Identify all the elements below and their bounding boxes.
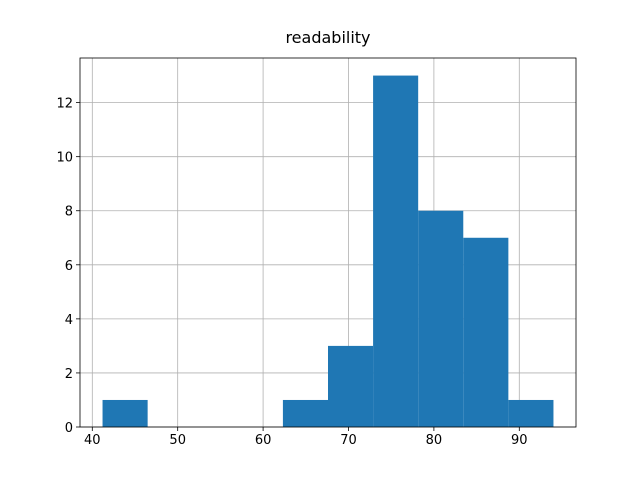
y-tick-label: 10	[56, 151, 73, 166]
y-tick-label: 0	[65, 421, 73, 436]
bars	[102, 75, 554, 428]
plot-frame	[79, 57, 577, 428]
y-tick-label: 12	[56, 97, 73, 112]
y-tick-label: 2	[65, 367, 73, 382]
bar	[463, 237, 509, 427]
bar	[102, 399, 148, 427]
bar	[282, 399, 328, 427]
bar	[373, 75, 419, 428]
bar	[508, 399, 554, 427]
x-tick-label: 40	[84, 433, 101, 448]
axes: 40 50 60 70 80 90 0 2 4 6 8 10 12	[56, 57, 577, 448]
bar	[328, 345, 374, 427]
x-tick-label: 80	[426, 433, 443, 448]
y-tick-label: 4	[65, 313, 73, 328]
x-tick-label: 70	[340, 433, 357, 448]
x-tick-label: 90	[511, 433, 528, 448]
x-tick-label: 60	[255, 433, 272, 448]
y-tick-label: 8	[65, 205, 73, 220]
bar	[418, 210, 464, 427]
chart-title: readability	[285, 28, 370, 47]
y-tick-label: 6	[65, 259, 73, 274]
x-tick-label: 50	[169, 433, 186, 448]
